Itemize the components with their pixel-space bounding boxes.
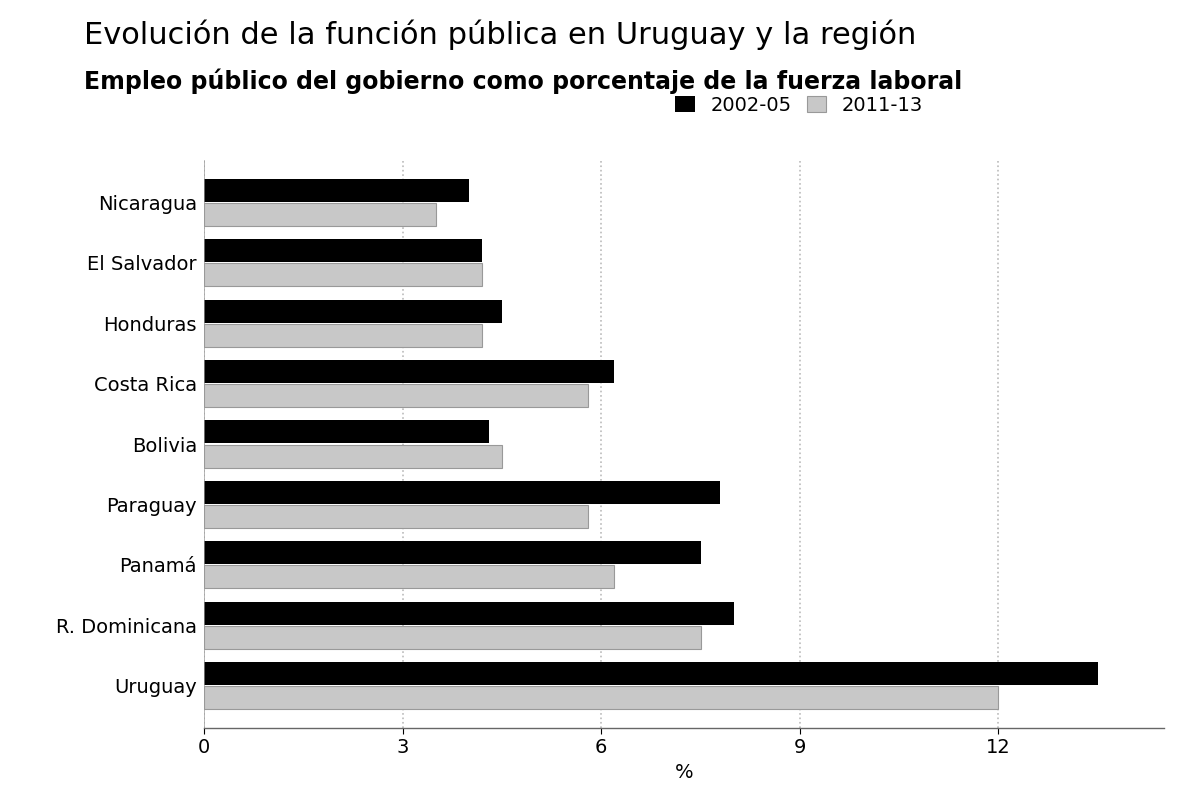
Text: Empleo público del gobierno como porcentaje de la fuerza laboral: Empleo público del gobierno como porcent… (84, 68, 962, 94)
Text: Evolución de la función pública en Uruguay y la región: Evolución de la función pública en Urugu… (84, 20, 917, 50)
Bar (204, 239, 482, 262)
Bar (204, 299, 502, 322)
Bar (204, 421, 488, 443)
Bar (204, 178, 469, 202)
Bar (204, 626, 701, 649)
Bar (204, 662, 1098, 685)
Bar (204, 324, 482, 346)
Bar (204, 445, 502, 467)
Bar (204, 542, 701, 564)
Bar (204, 505, 588, 528)
Bar (204, 203, 436, 226)
Bar (204, 566, 614, 589)
Legend: 2002-05, 2011-13: 2002-05, 2011-13 (676, 96, 923, 115)
Bar (204, 481, 720, 504)
Bar (204, 360, 614, 383)
Bar (204, 384, 588, 407)
Bar (204, 686, 998, 710)
Bar (204, 602, 733, 625)
X-axis label: %: % (674, 763, 694, 782)
Bar (204, 263, 482, 286)
